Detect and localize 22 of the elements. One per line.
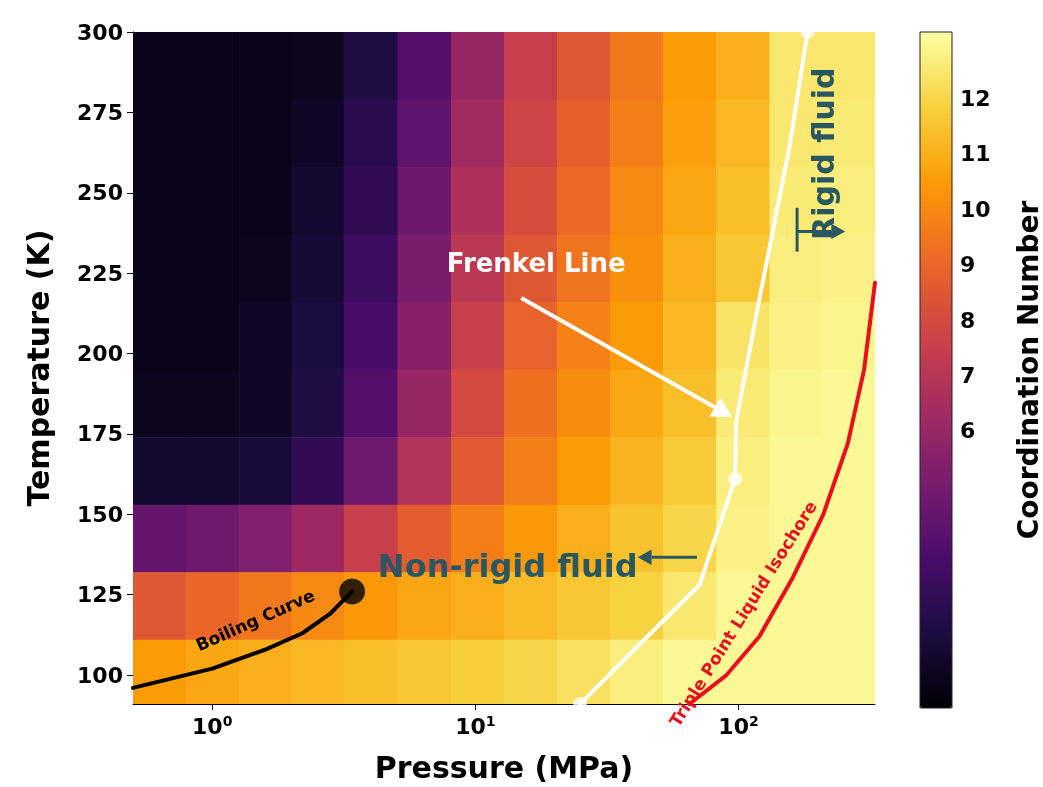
color-bar-label: 6 [960,418,976,444]
color-bar-label: 7 [960,363,976,389]
y-tick-label: 300 [77,19,123,45]
y-axis-title: Temperature (K) [20,229,56,507]
annotation: Non-rigid fluid [377,547,638,586]
y-tick-label: 125 [77,582,123,608]
y-tick-label: 175 [77,421,123,447]
color-bar-label: 9 [960,252,976,278]
color-bar-label: 11 [960,141,991,167]
color-bar-label: 10 [960,196,991,222]
color-bar-title: Coordination Number [1011,200,1043,540]
y-tick-label: 250 [77,180,123,206]
annotation: Rigid fluid [805,67,841,240]
x-axis-title: Pressure (MPa) [374,749,634,785]
y-tick-label: 200 [77,341,123,367]
text: Frenkel Line [446,248,626,279]
y-tick-label: 225 [77,260,123,286]
y-tick-label: 150 [77,501,123,527]
y-tick-label: 275 [77,99,123,125]
color-bar-label: 12 [960,85,991,111]
y-tick-label: 100 [77,662,123,688]
color-bar-label: 8 [960,307,976,333]
